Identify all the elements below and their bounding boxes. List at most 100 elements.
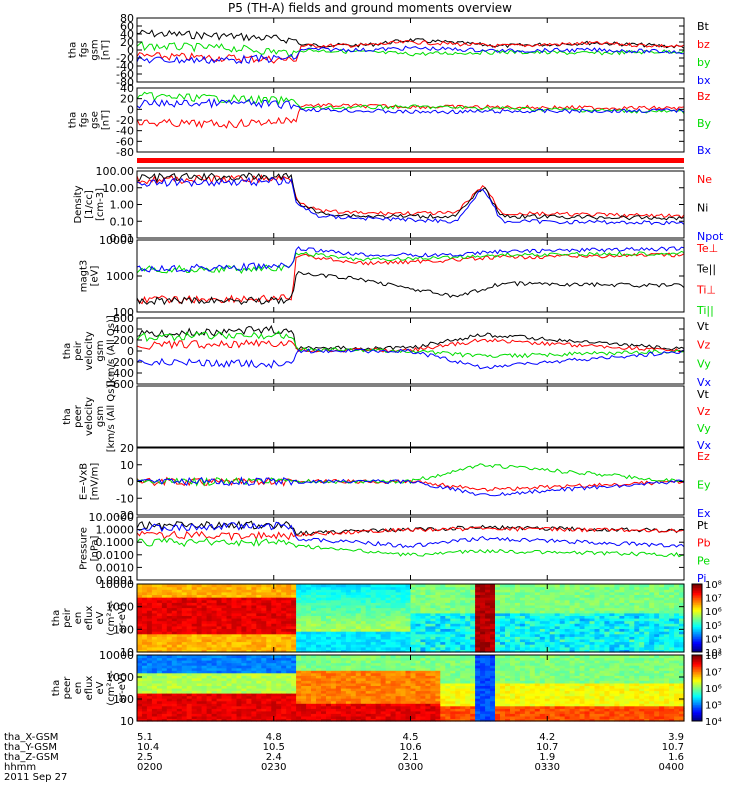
y-tick-label: 0.0100 <box>96 549 135 562</box>
panel-peer_velocity: thapeervelocitygsm[km/s (All Qs)]VtVzVyV… <box>62 381 712 453</box>
legend-bz: bz <box>697 38 710 51</box>
panel-peir_velocity: 6004002000-200-400-600thapeirvelocitygsm… <box>62 312 712 391</box>
y-axis-label-line: eV <box>95 611 106 624</box>
y-axis-label-line: sr-eV) <box>117 673 128 702</box>
panel-frame <box>137 448 684 515</box>
legend-Vz: Vz <box>697 339 711 352</box>
legend-Pe: Pe <box>697 554 710 567</box>
spectrogram-cells <box>137 655 685 722</box>
y-tick-label: 10000 <box>99 578 134 591</box>
y-axis-label-line: Density <box>73 185 84 223</box>
series-line-Pe <box>137 538 684 556</box>
panel-frame <box>137 18 684 82</box>
series-line-Ne <box>137 175 684 218</box>
flag-bar <box>137 158 684 163</box>
y-axis-label-line: [1/cc] <box>84 190 95 219</box>
panel-frame <box>137 386 684 447</box>
series-line-Pi <box>137 522 684 547</box>
y-axis-label-line: velocity <box>84 397 95 436</box>
y-tick-label: 0.10 <box>110 215 135 228</box>
y-tick-label: 0.1000 <box>96 536 135 549</box>
series-line-Ez <box>137 478 684 492</box>
legend-By: By <box>697 117 712 130</box>
y-tick-label: 10 <box>120 459 134 472</box>
y-axis-label-line: magt3 <box>79 260 90 293</box>
y-axis-label: thapeerenefluxeV(cm²-s-sr-eV) <box>51 670 128 706</box>
series-line-Bt <box>137 30 684 48</box>
series-line-Te⊥ <box>137 247 684 272</box>
xaxis-value: 0330 <box>535 762 560 773</box>
panel-frame <box>137 171 684 238</box>
y-axis-label: Density[1/cc][cm-3] <box>73 185 106 223</box>
colorbar-tick-label: 10⁶ <box>705 607 722 618</box>
series-line-Bz <box>137 104 684 128</box>
y-axis-label-line: [nT] <box>101 40 112 60</box>
legend-Vz: Vz <box>697 405 711 418</box>
y-axis-label-line: tha <box>51 680 62 696</box>
y-axis-label-line: fgs <box>79 42 90 57</box>
legend-Pb: Pb <box>697 537 711 550</box>
y-axis-label: thafgsgse[nT] <box>68 110 112 130</box>
y-axis-label-line: gsm <box>95 406 106 427</box>
legend-Ti⊥: Ti⊥ <box>696 283 716 296</box>
y-tick-label: 1.0000 <box>96 524 135 537</box>
y-axis-label-line: tha <box>62 343 73 359</box>
legend-Vy: Vy <box>697 357 711 370</box>
legend-Ez: Ez <box>697 450 710 463</box>
series-line-Pt <box>137 521 684 535</box>
y-axis-label: thapeirvelocitygsm[km/s (All Qs)] <box>62 315 117 387</box>
legend-Bz: Bz <box>697 90 711 103</box>
legend-Ti||: Ti|| <box>696 304 714 317</box>
y-tick-label: 10000 <box>99 649 134 662</box>
y-axis-label-line: peir <box>62 607 73 627</box>
legend-Vt: Vt <box>697 320 710 333</box>
y-axis-label-line: gse <box>90 111 101 129</box>
y-axis-label-line: (cm²-s- <box>106 670 117 706</box>
y-axis-label: magt3[eV] <box>79 260 101 293</box>
series-line-Vy <box>137 331 684 357</box>
colorbar-tick-label: 10⁷ <box>705 668 722 679</box>
y-tick-label: 20 <box>120 442 134 455</box>
legend-Ey: Ey <box>697 479 711 492</box>
y-axis-label-line: tha <box>68 42 79 58</box>
colorbar-tick-label: 10⁴ <box>705 717 722 728</box>
legend-Vy: Vy <box>697 422 711 435</box>
y-axis-label: thapeervelocitygsm[km/s (All Qs)] <box>62 381 117 453</box>
y-tick-label: -10 <box>116 492 134 505</box>
xaxis-value: 0400 <box>659 762 684 773</box>
y-axis-label-line: gsm <box>90 39 101 60</box>
xaxis-value: 0300 <box>398 762 423 773</box>
y-axis-label-line: [km/s (All Qs)] <box>106 381 117 453</box>
legend-bx: bx <box>697 74 711 87</box>
y-axis-label-line: en <box>73 682 84 695</box>
xaxis-date: 2011 Sep 27 <box>4 772 67 783</box>
panel-peer_eflux: 10⁸10⁷10⁶10⁵10⁴10000100010010thapeerenef… <box>51 649 722 728</box>
legend-Bx: Bx <box>697 144 712 157</box>
y-axis-label-line: peer <box>62 676 73 700</box>
y-axis-label-line: eflux <box>84 676 95 701</box>
panel-peir_eflux: 10⁸10⁷10⁶10⁵10⁴10³10000100010010thapeire… <box>51 578 722 659</box>
series-line-Ti⊥ <box>137 253 684 304</box>
figure-title: P5 (TH-A) fields and ground moments over… <box>228 1 512 15</box>
y-tick-label: -80 <box>116 146 134 159</box>
y-axis-label-line: [km/s (All Qs)] <box>106 315 117 387</box>
legend-Pt: Pt <box>697 519 709 532</box>
y-axis-label-line: peer <box>73 404 84 428</box>
colorbar-tick-label: 10⁵ <box>705 621 722 632</box>
y-axis-label-line: gsm <box>95 340 106 361</box>
y-axis-label: thafgsgsm[nT] <box>68 39 112 60</box>
series-line-Ni <box>137 173 684 220</box>
y-axis-label-line: E=-VxB <box>79 463 90 500</box>
xaxis-value: 0200 <box>137 762 162 773</box>
legend-Bt: Bt <box>697 20 710 33</box>
y-axis-label-line: fgs <box>79 112 90 127</box>
panel-frame <box>137 88 684 152</box>
y-tick-label: 10000 <box>99 234 134 247</box>
colorbar-tick-label: 10⁴ <box>705 634 722 645</box>
